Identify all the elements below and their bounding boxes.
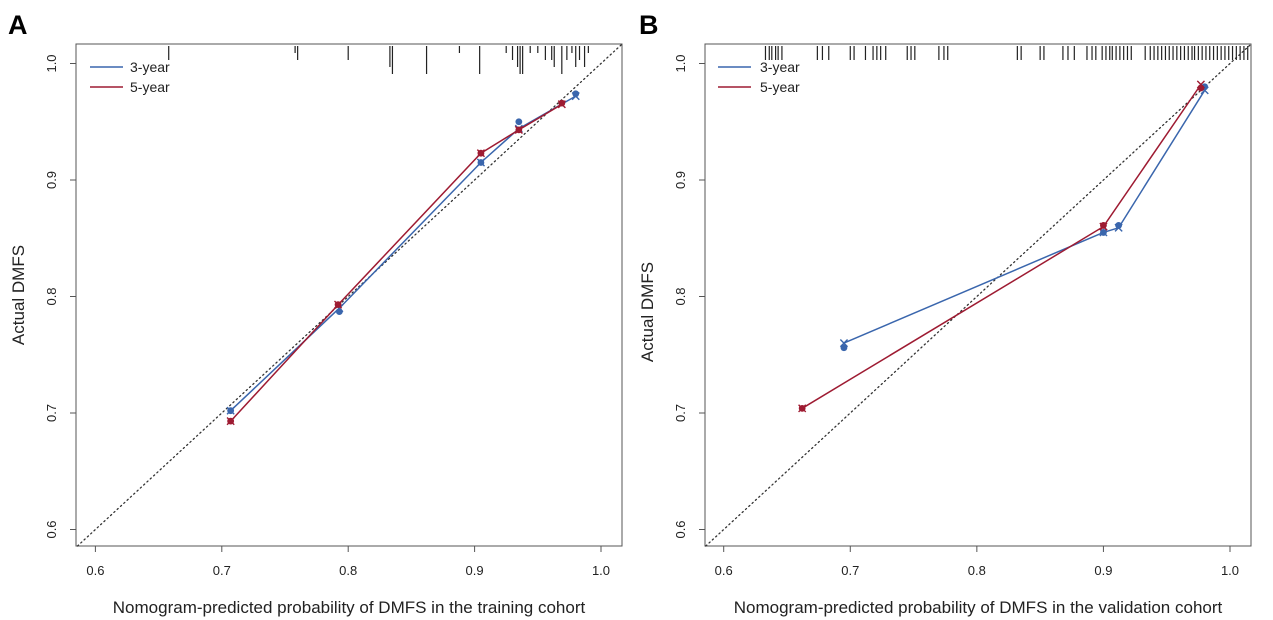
point-3-year <box>515 118 523 126</box>
x-tick-label: 0.7 <box>213 563 231 578</box>
point-5-year <box>1100 222 1107 229</box>
panel-letter-a: A <box>8 10 28 40</box>
x-tick-label: 0.9 <box>466 563 484 578</box>
x-tick-labels: 0.6 0.7 0.8 0.9 1.0 <box>86 563 610 578</box>
y-axis-label: Actual DMFS <box>638 262 657 362</box>
panel-a: A 0.6 0.7 0.8 0.9 1.0 0.6 0.7 0.8 0.9 1.… <box>8 10 623 617</box>
ideal-line <box>705 43 1252 547</box>
y-tick-label: 0.7 <box>673 404 688 422</box>
point-5-year <box>515 126 523 134</box>
point-3-year <box>335 308 343 316</box>
x-tick-label: 0.8 <box>968 563 986 578</box>
x-tick-label: 1.0 <box>1221 563 1239 578</box>
y-tick-label: 1.0 <box>44 54 59 72</box>
series-line-3-year <box>230 95 577 412</box>
series-group <box>798 80 1209 413</box>
plot-frame <box>75 43 623 547</box>
legend-label-5-year: 5-year <box>760 79 800 95</box>
y-tick-labels: 0.6 0.7 0.8 0.9 1.0 <box>673 54 688 538</box>
y-tick-label: 1.0 <box>673 54 688 72</box>
x-tick-label: 0.6 <box>715 563 733 578</box>
x-tick-label: 0.7 <box>841 563 859 578</box>
point-5-year <box>477 149 485 157</box>
point-3-year <box>1115 222 1123 229</box>
x-axis-label: Nomogram-predicted probability of DMFS i… <box>734 598 1223 617</box>
legend: 3-year 5-year <box>90 59 170 95</box>
legend-label-3-year: 3-year <box>760 59 800 75</box>
point-5-year <box>227 417 235 425</box>
series-line-3-year <box>843 89 1206 344</box>
x-tick-label: 1.0 <box>592 563 610 578</box>
series-line-5-year <box>230 103 563 422</box>
point-3-year <box>1100 229 1107 236</box>
point-5-year <box>798 404 806 412</box>
y-tick-label: 0.8 <box>673 287 688 305</box>
point-3-year <box>477 159 485 166</box>
panel-letter-b: B <box>639 10 659 40</box>
series-line-5-year <box>801 84 1202 409</box>
legend-label-5-year: 5-year <box>130 79 170 95</box>
y-tick-label: 0.6 <box>673 520 688 538</box>
point-5-year <box>334 301 342 309</box>
point-5-year <box>1197 84 1205 92</box>
x-tick-label: 0.9 <box>1094 563 1112 578</box>
point-3-year <box>572 90 580 98</box>
point-3-year <box>227 407 235 415</box>
rug-plot <box>168 46 589 74</box>
axis-ticks <box>70 63 602 552</box>
x-tick-label: 0.6 <box>86 563 104 578</box>
plot-frame <box>704 43 1252 547</box>
legend-label-3-year: 3-year <box>130 59 170 75</box>
y-tick-label: 0.9 <box>44 171 59 189</box>
x-tick-labels: 0.6 0.7 0.8 0.9 1.0 <box>715 563 1239 578</box>
x-axis-label: Nomogram-predicted probability of DMFS i… <box>113 598 586 617</box>
y-tick-label: 0.8 <box>44 287 59 305</box>
rug-plot <box>764 46 1249 60</box>
point-3-year <box>840 344 848 352</box>
y-tick-label: 0.6 <box>44 520 59 538</box>
y-tick-label: 0.9 <box>673 171 688 189</box>
legend: 3-year 5-year <box>718 59 800 95</box>
ideal-line <box>76 43 623 547</box>
series-group <box>226 90 580 426</box>
reference-diagonal <box>705 43 1252 547</box>
y-tick-label: 0.7 <box>44 404 59 422</box>
y-tick-labels: 0.6 0.7 0.8 0.9 1.0 <box>44 54 59 538</box>
axis-ticks <box>699 63 1231 552</box>
panel-b: B 0.6 0.7 0.8 0.9 1.0 0.6 0.7 0.8 0.9 1.… <box>638 10 1252 617</box>
x-tick-label: 0.8 <box>339 563 357 578</box>
reference-diagonal <box>76 43 623 547</box>
y-axis-label: Actual DMFS <box>9 245 28 345</box>
point-5-year <box>558 99 566 107</box>
